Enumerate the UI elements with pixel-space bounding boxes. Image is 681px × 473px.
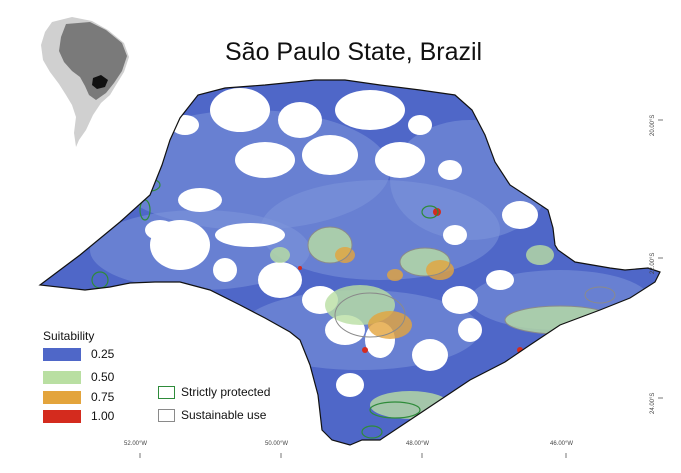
no-data-patch [443, 225, 467, 245]
sustainable-use-area [584, 286, 616, 304]
no-data-patch [171, 115, 199, 135]
inset-brazil [59, 22, 127, 100]
no-data-patch [458, 318, 482, 342]
no-data-patch [210, 88, 270, 132]
legend-item-025: 0.25 [43, 347, 114, 361]
latitude-tick-label: 22.00°S [650, 252, 656, 274]
suitability-raster [40, 80, 660, 445]
suitability-patch [526, 245, 554, 265]
strictly-protected-swatch [158, 385, 175, 399]
sustainable-use-swatch [158, 408, 175, 422]
no-data-patch [336, 373, 364, 397]
latitude-tick-label: 20.00°S [650, 114, 656, 136]
suitability-patch [368, 311, 412, 339]
inset-locator-map [41, 17, 129, 147]
no-data-patch [408, 115, 432, 135]
no-data-patch [145, 220, 175, 240]
no-data-patch [235, 142, 295, 178]
no-data-patch [213, 258, 237, 282]
sustainable-use-area [334, 292, 406, 338]
latitude-tick-label: 24.00°S [650, 392, 656, 414]
map-title: São Paulo State, Brazil [225, 38, 483, 66]
state-boundary [38, 79, 661, 446]
no-data-patch [335, 90, 405, 130]
no-data-patch [215, 223, 285, 247]
no-data-patch [442, 286, 478, 314]
legend-item-075: 0.75 [43, 390, 114, 404]
longitude-tick-label: 52.00°W [124, 441, 148, 447]
legend-swatch [43, 370, 81, 384]
legend-item-100: 1.00 [43, 409, 114, 423]
no-data-patch [178, 188, 222, 212]
no-data-patch [258, 262, 302, 298]
high-suitability-spot [433, 208, 441, 216]
sustainable-use-area [399, 247, 451, 277]
suitability-patch [335, 247, 355, 263]
longitude-tick-label: 50.00°W [265, 441, 289, 447]
strictly-protected-label: Strictly protected [181, 385, 271, 399]
legend-sustainable-use: Sustainable use [158, 407, 266, 423]
no-data-patch [302, 135, 358, 175]
legend-label: 0.25 [91, 347, 115, 361]
strictly-protected-area [369, 401, 421, 419]
no-data-patch [375, 142, 425, 178]
high-suitability-spot [362, 347, 368, 353]
no-data-patch [486, 270, 514, 290]
graticule-ticks [139, 119, 663, 458]
legend-title: Suitability [43, 329, 95, 343]
strictly-protected-area [361, 425, 383, 439]
sustainable-use-label: Sustainable use [181, 408, 267, 422]
no-data-areas [145, 88, 538, 397]
no-data-patch [502, 201, 538, 229]
suitability-patch [387, 269, 403, 281]
longitude-tick-label: 48.00°W [406, 441, 430, 447]
no-data-patch [438, 160, 462, 180]
legend-swatch [43, 390, 81, 404]
legend-strictly-protected: Strictly protected [158, 384, 270, 400]
inset-sao-paulo [92, 75, 108, 89]
suitability-patch [370, 391, 450, 419]
legend-label: 0.75 [91, 390, 115, 404]
legend-label: 0.50 [91, 370, 115, 384]
legend-item-050: 0.50 [43, 370, 114, 384]
legend-swatch [43, 347, 81, 361]
high-suitability-spot [298, 266, 302, 270]
suitability-patch [270, 247, 290, 263]
longitude-tick-label: 46.00°W [550, 441, 574, 447]
no-data-patch [412, 339, 448, 371]
legend-swatch [43, 409, 81, 423]
sustainable-use-area [307, 226, 353, 264]
strictly-protected-area [421, 205, 439, 219]
legend-label: 1.00 [91, 409, 115, 423]
no-data-patch [278, 102, 322, 138]
